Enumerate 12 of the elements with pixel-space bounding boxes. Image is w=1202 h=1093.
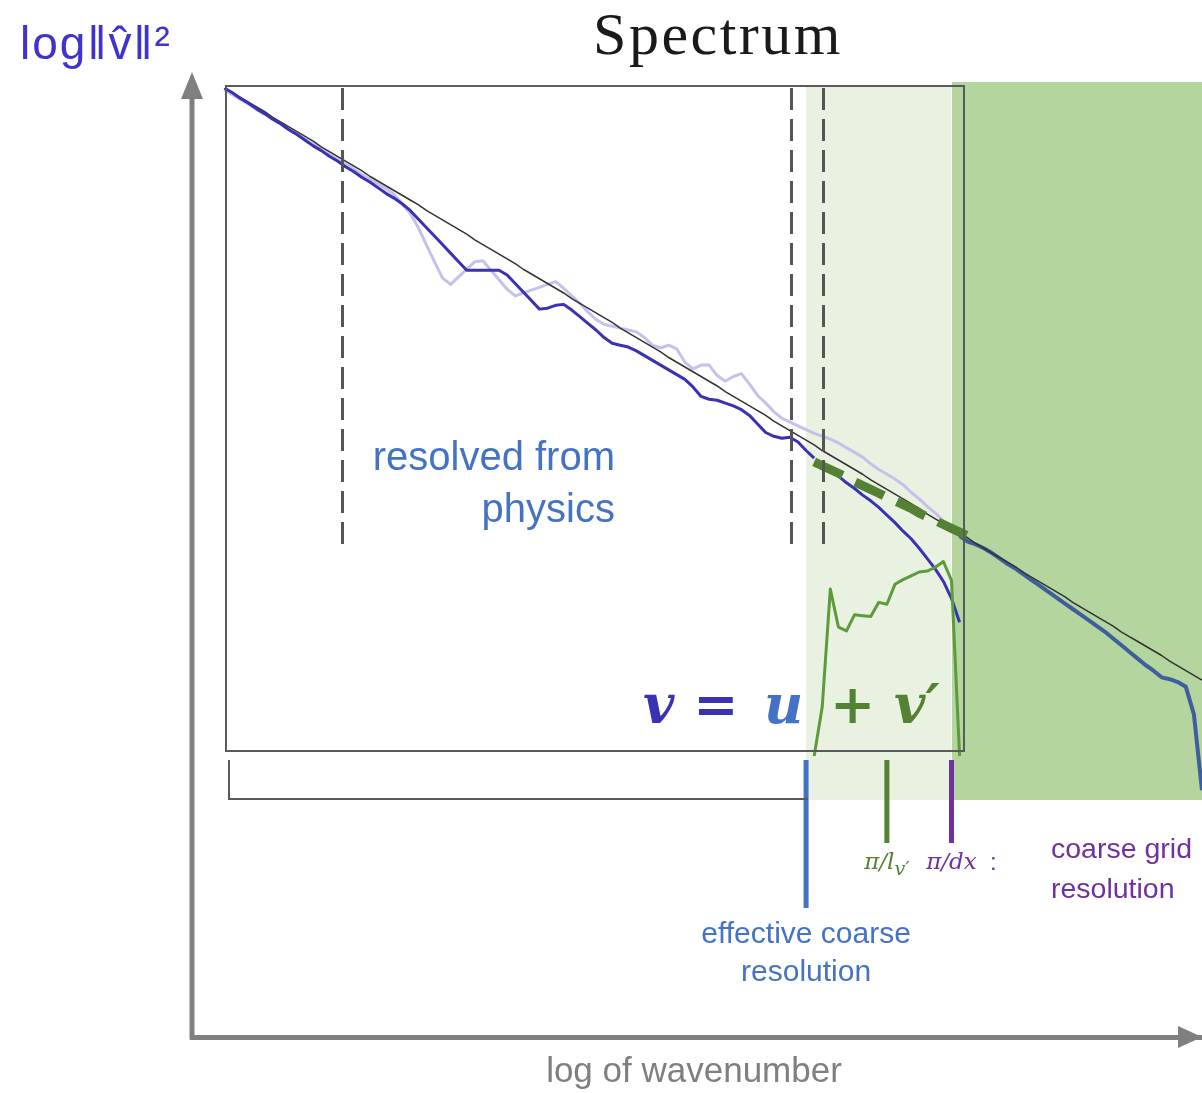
chart-title: Spectrum (592, 0, 844, 69)
x-tick-label: π/dx (925, 848, 978, 874)
y-axis-title: log‖v̂‖² (20, 16, 172, 70)
annotation: + v′ (830, 672, 940, 736)
annotation: resolved from physics (371, 433, 615, 532)
x-axis-title: log of wavenumber (545, 1050, 843, 1090)
x-tick-label: π/l$_{v′}$ (863, 848, 911, 880)
x-tick-label: effective coarse resolution (700, 915, 912, 989)
annotation: coarse grid resolution (1051, 831, 1193, 906)
annotation: : (990, 848, 997, 876)
annotation: u (764, 672, 804, 736)
annotation: v = (643, 672, 739, 736)
